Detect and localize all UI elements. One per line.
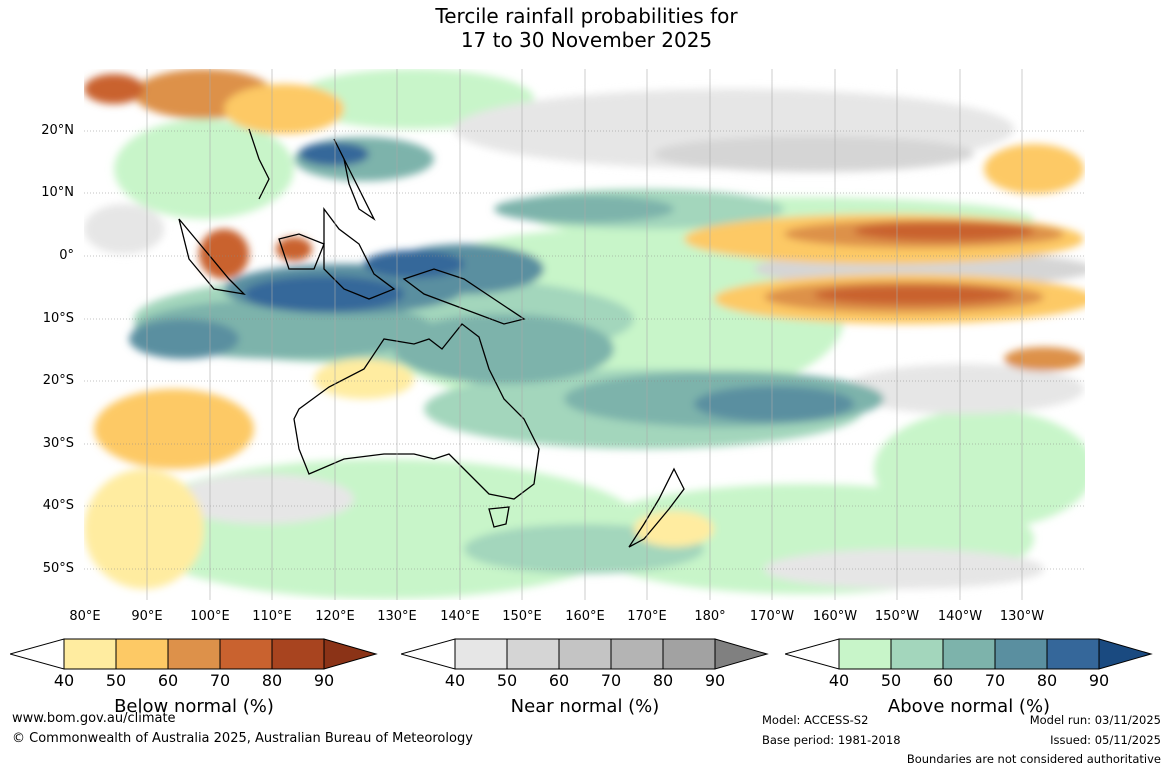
colorbar-near-seg	[506, 638, 560, 670]
below-tick: 70	[209, 671, 231, 690]
model-text: Model: ACCESS-S2	[762, 713, 869, 727]
issued-text: Issued: 05/11/2025	[1050, 733, 1161, 747]
gridlines	[84, 130, 1085, 570]
lat-label-30s: 30°S	[42, 436, 74, 451]
model-run-text: Model run: 03/11/2025	[1029, 713, 1161, 727]
lat-label-20n: 20°N	[41, 123, 74, 138]
title-line-2: 17 to 30 November 2025	[460, 28, 713, 52]
lat-label-20s: 20°S	[42, 373, 74, 388]
colorbar-below-low-arrow	[10, 638, 65, 670]
lon-label-80e: 80°E	[69, 609, 101, 624]
colorbar-above-seg	[1046, 638, 1100, 670]
lon-label-150e: 150°E	[502, 609, 542, 624]
copyright-text: © Commonwealth of Australia 2025, Austra…	[12, 731, 473, 746]
below-tick: 90	[313, 671, 335, 690]
near-tick: 50	[496, 671, 518, 690]
map-field	[84, 69, 1085, 600]
colorbar-near-seg	[454, 638, 508, 670]
colorbar-below-seg	[167, 638, 221, 670]
coastlines	[178, 128, 685, 548]
lon-label-90e: 90°E	[131, 609, 163, 624]
lon-label-110e: 110°E	[252, 609, 292, 624]
colorbar-near-seg	[610, 638, 664, 670]
below-tick: 40	[53, 671, 75, 690]
lon-label-140e: 140°E	[440, 609, 480, 624]
lat-label-0: 0°	[59, 248, 74, 263]
lon-label-130w: 130°W	[999, 609, 1045, 624]
lon-label-180: 180°	[694, 609, 726, 624]
colorbar-near-high-arrow	[714, 638, 769, 670]
above-tick: 70	[984, 671, 1006, 690]
near-tick: 60	[548, 671, 570, 690]
above-tick: 80	[1036, 671, 1058, 690]
meridians	[146, 69, 1023, 600]
near-tick: 80	[652, 671, 674, 690]
below-tick: 50	[105, 671, 127, 690]
lon-label-150w: 150°W	[874, 609, 920, 624]
colorbar-below-seg	[219, 638, 273, 670]
colorbar-below-seg	[63, 638, 117, 670]
near-tick: 40	[444, 671, 466, 690]
colorbar-below-seg	[115, 638, 169, 670]
colorbar-above-seg	[994, 638, 1048, 670]
lon-label-120e: 120°E	[315, 609, 355, 624]
chart-title: Tercile rainfall probabilities for 17 to…	[0, 4, 1173, 52]
below-tick: 80	[261, 671, 283, 690]
lat-label-10n: 10°N	[41, 185, 74, 200]
lon-label-170e: 170°E	[627, 609, 667, 624]
lon-label-170w: 170°W	[749, 609, 795, 624]
above-tick: 90	[1088, 671, 1110, 690]
lon-label-130e: 130°E	[377, 609, 417, 624]
colorbar-above-low-arrow	[785, 638, 840, 670]
below-tick: 60	[157, 671, 179, 690]
lon-label-140w: 140°W	[937, 609, 983, 624]
colorbar-above-seg	[942, 638, 996, 670]
disclaimer-text: Boundaries are not considered authoritat…	[906, 752, 1161, 766]
base-period-text: Base period: 1981-2018	[762, 733, 901, 747]
probability-map	[84, 69, 1085, 600]
lat-label-50s: 50°S	[42, 561, 74, 576]
colorbar-above	[785, 638, 1153, 670]
above-tick: 60	[932, 671, 954, 690]
below-normal-label: Below normal (%)	[114, 696, 274, 717]
colorbar-above-seg	[890, 638, 944, 670]
near-tick: 90	[704, 671, 726, 690]
lat-label-10s: 10°S	[42, 311, 74, 326]
website-link[interactable]: www.bom.gov.au/climate	[12, 711, 176, 726]
title-line-1: Tercile rainfall probabilities for	[435, 4, 738, 28]
colorbar-below	[10, 638, 378, 670]
colorbar-near-seg	[558, 638, 612, 670]
lon-label-100e: 100°E	[190, 609, 230, 624]
near-tick: 70	[600, 671, 622, 690]
colorbar-near-seg	[662, 638, 716, 670]
colorbar-near	[401, 638, 769, 670]
colorbar-above-seg	[838, 638, 892, 670]
lon-label-160e: 160°E	[565, 609, 605, 624]
above-normal-label: Above normal (%)	[887, 696, 1051, 717]
colorbar-above-high-arrow	[1098, 638, 1153, 670]
colorbar-below-high-arrow	[323, 638, 378, 670]
near-normal-label: Near normal (%)	[510, 696, 660, 717]
colorbar-near-low-arrow	[401, 638, 456, 670]
above-tick: 40	[828, 671, 850, 690]
colorbar-below-seg	[271, 638, 325, 670]
above-tick: 50	[880, 671, 902, 690]
lat-label-40s: 40°S	[42, 498, 74, 513]
lon-label-160w: 160°W	[812, 609, 858, 624]
